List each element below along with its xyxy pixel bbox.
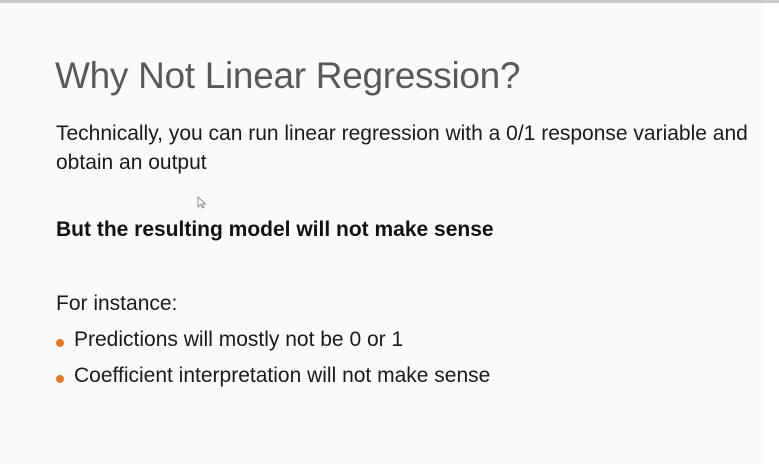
slide-list-intro: For instance: [56, 292, 178, 315]
slide-emphasis: But the resulting model will not make se… [56, 218, 494, 241]
top-divider [0, 0, 779, 3]
bullet-text: Coefficient interpretation will not make… [74, 364, 491, 387]
bullet-dot-icon [56, 339, 64, 347]
bullet-dot-icon [56, 375, 64, 383]
mouse-pointer-icon [197, 196, 207, 209]
slide-title: Why Not Linear Regression? [55, 55, 521, 96]
window-right-edge [763, 3, 779, 464]
slide-canvas: Why Not Linear Regression? Technically, … [0, 3, 763, 464]
bullet-text: Predictions will mostly not be 0 or 1 [74, 328, 404, 351]
slide-paragraph: Technically, you can run linear regressi… [56, 122, 748, 174]
